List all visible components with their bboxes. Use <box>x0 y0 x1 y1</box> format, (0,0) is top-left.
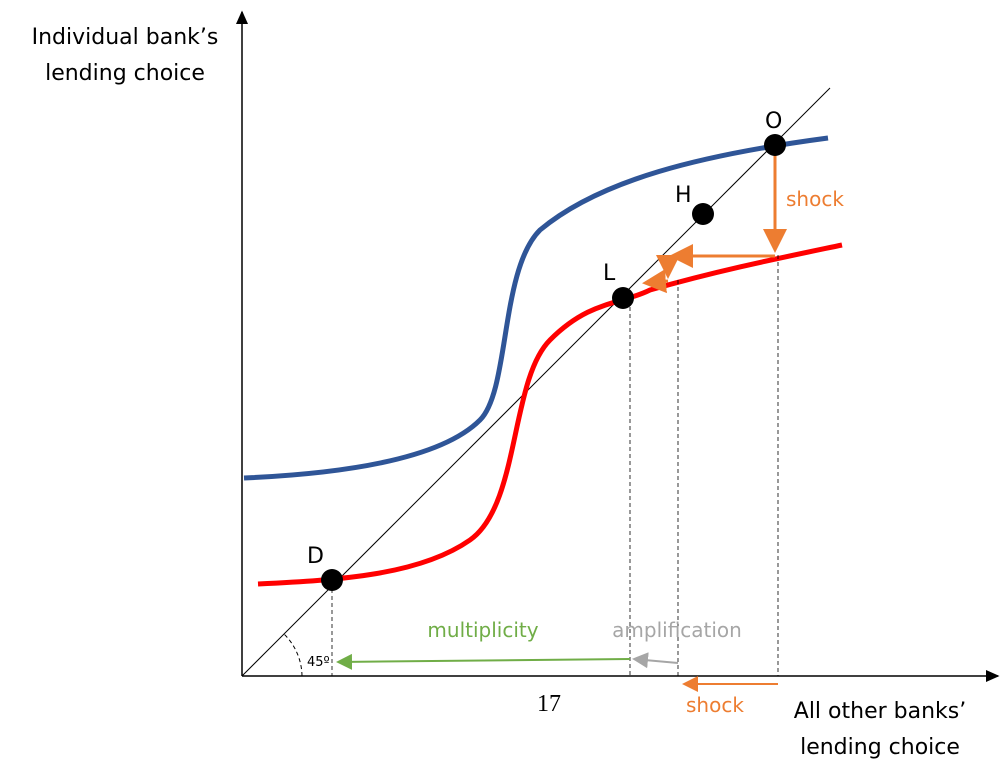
point-label: O <box>765 109 782 134</box>
angle-arc <box>283 633 303 677</box>
shock-arrows <box>642 150 787 294</box>
multiplicity-arrow <box>336 653 631 670</box>
shock-label: shock <box>786 187 844 211</box>
shock-label: shock <box>686 693 744 717</box>
point-label: L <box>603 261 616 286</box>
low-curve <box>257 242 843 587</box>
high-curve <box>243 135 829 481</box>
amplification-label: amplification <box>612 618 742 642</box>
y-axis-label: Individual bank’s <box>32 25 219 50</box>
point-label: D <box>307 544 324 569</box>
page-number: 17 <box>537 691 561 717</box>
equilibria <box>321 134 786 591</box>
angle-label: 45º <box>307 655 330 670</box>
drop-lines <box>331 255 779 676</box>
y-axis-label: lending choice <box>45 61 205 86</box>
x-axis-label: lending choice <box>800 735 960 760</box>
point-label: H <box>675 183 692 208</box>
amplification-arrow <box>632 652 679 669</box>
x-axis-label: All other banks’ <box>794 699 966 724</box>
multiplicity-label: multiplicity <box>427 618 538 642</box>
